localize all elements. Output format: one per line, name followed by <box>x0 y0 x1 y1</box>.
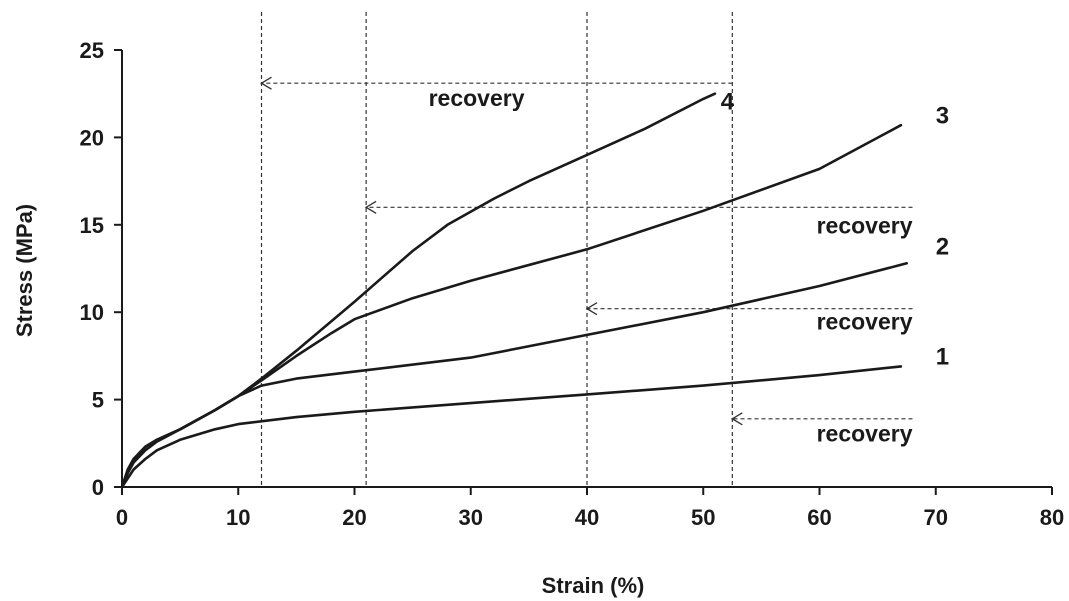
series-lines <box>120 92 909 489</box>
series-label: 1 <box>936 344 949 371</box>
x-tick-label: 50 <box>691 505 715 530</box>
arrow-head <box>585 302 598 316</box>
arrow-head <box>364 200 377 214</box>
series-label: 2 <box>936 234 949 261</box>
ticks: 0 10 20 30 40 50 60 70 80 0 5 10 15 20 25 <box>80 38 1065 530</box>
guides <box>260 12 913 487</box>
y-tick-label: 25 <box>80 38 104 63</box>
x-tick-label: 0 <box>116 505 128 530</box>
y-tick-label: 15 <box>80 213 104 238</box>
series-label: 4 <box>721 88 735 115</box>
x-tick-label: 40 <box>575 505 599 530</box>
series-label: 3 <box>936 102 949 129</box>
x-tick-label: 80 <box>1040 505 1064 530</box>
series-line-4 <box>120 92 717 489</box>
x-tick-label: 70 <box>924 505 948 530</box>
series-line-2 <box>120 261 909 489</box>
y-tick-label: 10 <box>80 300 104 325</box>
x-tick-label: 10 <box>226 505 250 530</box>
x-tick-label: 20 <box>342 505 366 530</box>
labels: recovery recovery recovery recovery 1 2 3 4 <box>429 85 950 447</box>
x-tick-label: 30 <box>459 505 483 530</box>
y-tick-label: 0 <box>92 475 104 500</box>
arrow-head <box>730 412 743 426</box>
recovery-label: recovery <box>429 85 525 111</box>
recovery-label: recovery <box>817 421 913 447</box>
arrow-head <box>260 76 272 90</box>
y-axis-title: Stress (MPa) <box>12 204 37 337</box>
recovery-label: recovery <box>817 213 913 239</box>
series-line-1 <box>120 365 903 489</box>
y-tick-label: 20 <box>80 125 104 150</box>
series-line-3 <box>120 123 903 489</box>
x-axis-title: Strain (%) <box>542 573 645 598</box>
x-tick-label: 60 <box>807 505 831 530</box>
y-tick-label: 5 <box>92 388 104 413</box>
recovery-label: recovery <box>817 309 913 335</box>
